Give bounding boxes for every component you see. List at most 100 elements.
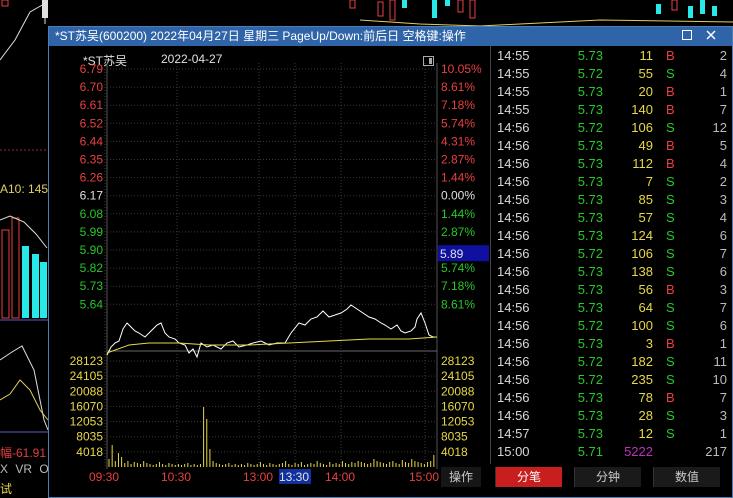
tick-row: 14:56 5.73 49 B 5 <box>495 138 732 156</box>
percent-tick-label: 8.61% <box>441 80 475 94</box>
tick-volume: 56 <box>638 282 653 297</box>
indicator-tab[interactable]: X <box>0 462 9 476</box>
tick-volume: 124 <box>631 228 653 243</box>
tick-price: 5.73 <box>577 264 603 279</box>
background-ma-label: A10: 145 <box>0 182 49 196</box>
close-icon[interactable] <box>705 30 716 41</box>
tick-trade-count: 4 <box>719 156 727 171</box>
tick-price: 5.73 <box>577 408 603 423</box>
price-tick-label: 5.82 <box>80 261 104 275</box>
volume-tick-label: 12053 <box>70 415 104 429</box>
percent-tick-label: 5.74% <box>441 116 475 130</box>
current-price-marker <box>438 245 489 262</box>
percent-tick-label: 1.44% <box>441 207 475 221</box>
tick-price: 5.73 <box>577 390 603 405</box>
tick-buy-sell-flag: B <box>666 390 675 405</box>
tick-time: 14:56 <box>497 300 530 315</box>
tab-values[interactable]: 数值 <box>653 467 720 487</box>
percent-tick-label: 7.18% <box>441 279 475 293</box>
tick-row: 14:55 5.72 55 S 4 <box>495 66 732 84</box>
tick-panel-tabs: 分笔 分钟 数值 <box>495 467 732 487</box>
tick-price: 5.73 <box>577 426 603 441</box>
tick-trade-count: 12 <box>712 120 727 135</box>
tick-trade-count: 3 <box>719 282 727 297</box>
tick-row: 14:56 5.73 138 S 6 <box>495 264 732 282</box>
tick-time: 14:56 <box>497 210 530 225</box>
tick-price: 5.73 <box>577 282 603 297</box>
tick-time: 14:56 <box>497 174 530 189</box>
indicator-tab[interactable]: VR <box>15 462 33 476</box>
tick-time: 14:56 <box>497 336 530 351</box>
background-candles <box>1 0 717 24</box>
tick-trade-count: 6 <box>719 264 727 279</box>
tick-volume: 20 <box>638 84 653 99</box>
intraday-detail-window[interactable]: *ST苏吴(600200) 2022年04月27日 星期三 PageUp/Dow… <box>48 26 733 498</box>
tick-list-divider <box>490 46 491 464</box>
current-price-marker-label: 5.89 <box>440 247 464 261</box>
time-axis-label: 13:30 <box>279 470 309 484</box>
time-axis-label: 13:00 <box>243 470 273 484</box>
volume-tick-label: 4018 <box>76 445 103 459</box>
tick-trade-count: 3 <box>719 192 727 207</box>
volume-tick-label-right: 16070 <box>441 399 475 413</box>
tab-minute[interactable]: 分钟 <box>574 467 641 487</box>
window-titlebar[interactable]: *ST苏吴(600200) 2022年04月27日 星期三 PageUp/Dow… <box>49 27 732 46</box>
price-tick-label: 5.90 <box>80 243 104 257</box>
tick-time: 14:56 <box>497 192 530 207</box>
chart-menu-icon[interactable] <box>423 53 434 66</box>
tick-buy-sell-flag: S <box>666 66 675 81</box>
tick-buy-sell-flag: B <box>666 336 675 351</box>
tick-volume: 100 <box>631 318 653 333</box>
tick-row: 14:56 5.73 78 B 7 <box>495 390 732 408</box>
tick-buy-sell-flag: B <box>666 156 675 171</box>
tick-row: 14:55 5.73 11 B 2 <box>495 48 732 66</box>
price-tick-label: 6.52 <box>80 116 104 130</box>
tick-row: 14:56 5.72 106 S 12 <box>495 120 732 138</box>
price-tick-label: 5.73 <box>80 279 104 293</box>
tab-tick-by-tick[interactable]: 分笔 <box>495 467 562 487</box>
tick-price: 5.72 <box>577 246 603 261</box>
tick-price: 5.72 <box>577 354 603 369</box>
tick-row: 14:57 5.73 12 S 1 <box>495 426 732 444</box>
tick-trade-count: 4 <box>719 66 727 81</box>
tick-time: 14:56 <box>497 156 530 171</box>
price-tick-label: 5.99 <box>80 225 104 239</box>
tick-trade-count: 11 <box>713 354 728 369</box>
tick-price: 5.73 <box>577 48 603 63</box>
tick-time: 14:55 <box>497 48 530 63</box>
price-tick-label: 6.70 <box>80 80 104 94</box>
tick-volume: 64 <box>638 300 653 315</box>
operation-tab[interactable]: 操作 <box>441 467 481 487</box>
tick-price: 5.72 <box>577 318 603 333</box>
tick-trade-count: 6 <box>719 318 727 333</box>
tick-row: 15:00 5.71 5222 217 <box>495 444 732 462</box>
tick-volume: 57 <box>638 210 653 225</box>
tick-row: 14:56 5.72 106 S 7 <box>495 246 732 264</box>
tick-time: 14:56 <box>497 264 530 279</box>
tick-price: 5.72 <box>577 120 603 135</box>
tick-price: 5.73 <box>577 102 603 117</box>
tick-time: 14:56 <box>497 138 530 153</box>
tick-time: 14:55 <box>497 66 530 81</box>
tick-price: 5.73 <box>577 336 603 351</box>
tick-volume: 106 <box>631 246 653 261</box>
percent-tick-label: 0.00% <box>441 189 475 203</box>
time-axis-label: 14:00 <box>325 470 355 484</box>
volume-tick-label-right: 20088 <box>441 384 475 398</box>
tick-volume: 140 <box>631 102 653 117</box>
price-tick-label: 5.64 <box>80 297 104 311</box>
tick-trade-count: 7 <box>719 300 727 315</box>
tick-row: 14:56 5.72 100 S 6 <box>495 318 732 336</box>
tick-row: 14:56 5.73 85 S 3 <box>495 192 732 210</box>
tick-buy-sell-flag: S <box>666 300 675 315</box>
volume-tick-label: 8035 <box>76 430 103 444</box>
background-indicator-line <box>0 345 49 431</box>
tick-price: 5.73 <box>577 210 603 225</box>
tick-volume: 106 <box>631 120 653 135</box>
time-axis-label: 10:30 <box>161 470 191 484</box>
percent-tick-label: 2.87% <box>441 153 475 167</box>
tick-volume: 182 <box>631 354 653 369</box>
tick-buy-sell-flag: B <box>666 102 675 117</box>
tick-row: 14:56 5.73 56 B 3 <box>495 282 732 300</box>
restore-icon[interactable] <box>681 30 692 41</box>
